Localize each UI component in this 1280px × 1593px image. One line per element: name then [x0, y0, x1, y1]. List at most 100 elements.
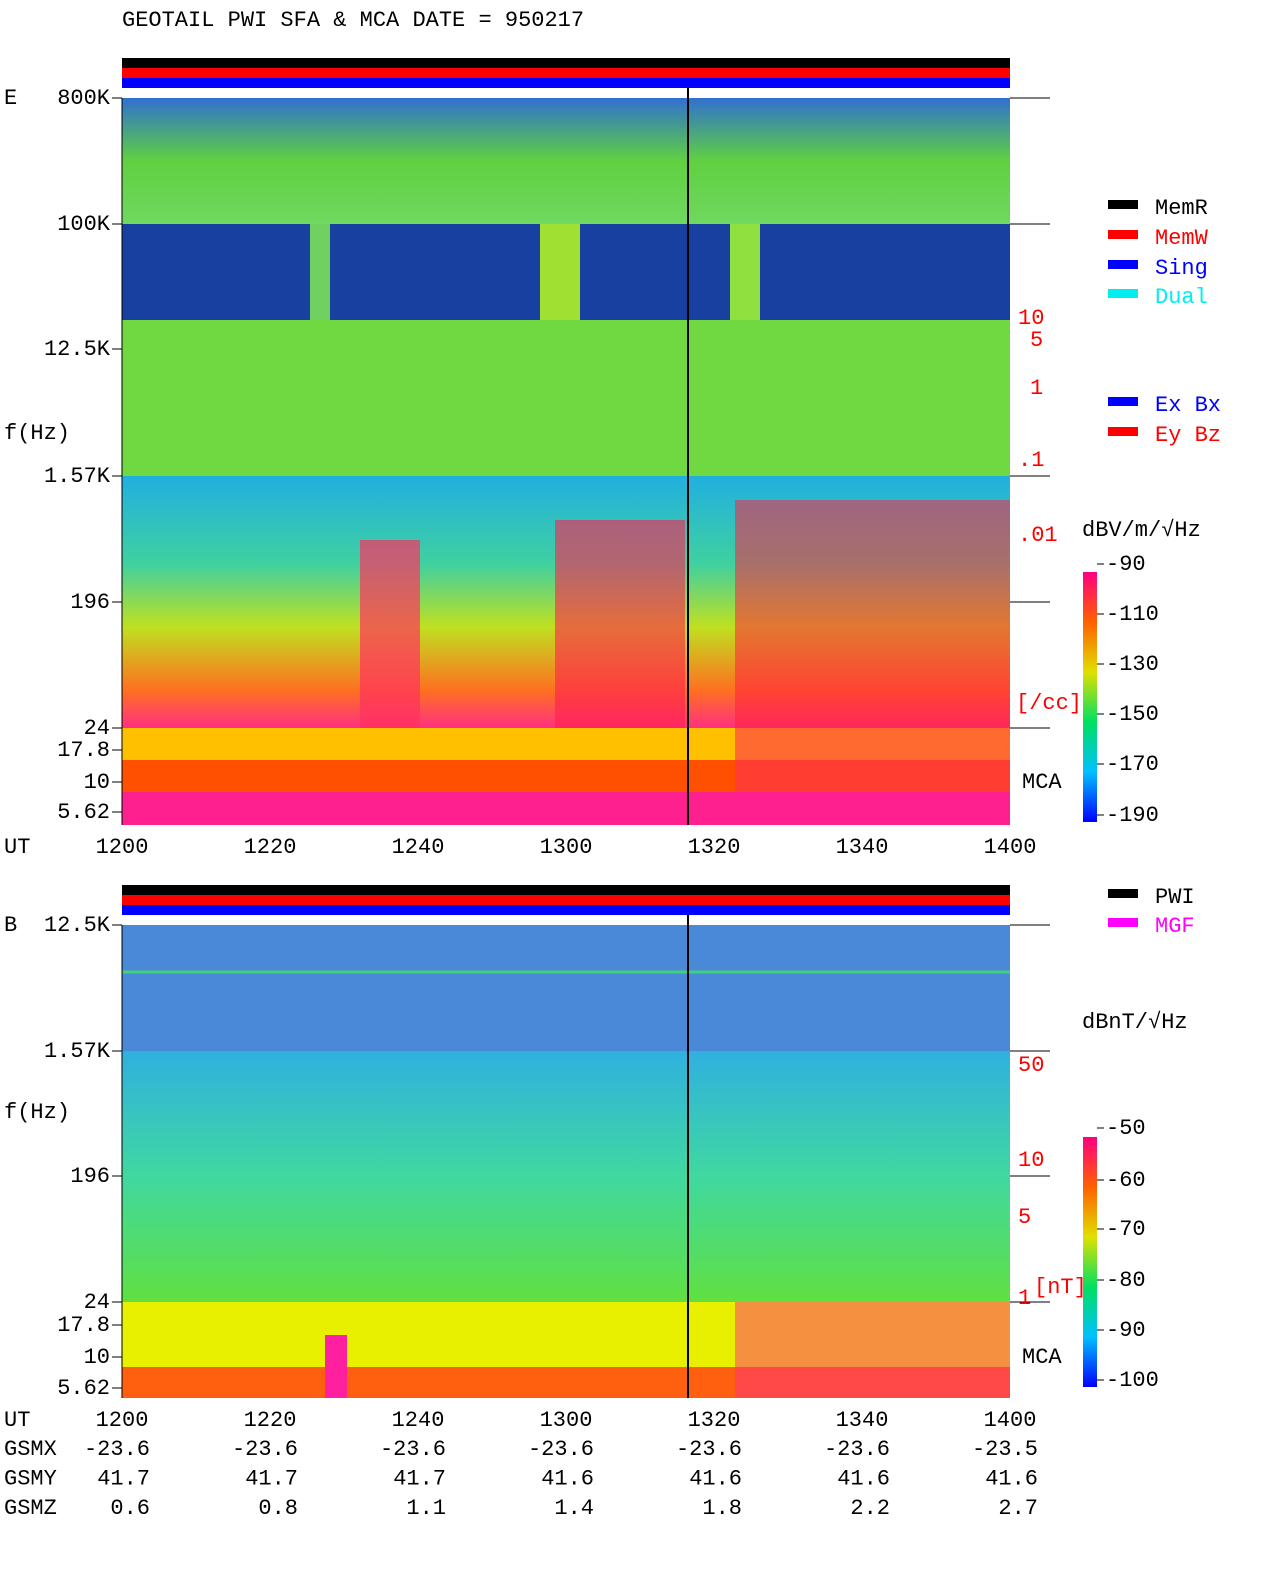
- colorbar-tick-label: -50: [1106, 1116, 1146, 1141]
- colorbar-b: [1083, 1137, 1097, 1387]
- status-bars-e: [122, 58, 1010, 88]
- density-scale-label: 10: [1018, 1148, 1044, 1173]
- legend-label: MGF: [1155, 914, 1195, 939]
- legend-swatch: [1108, 427, 1138, 436]
- x-tick-label: 1340: [836, 1408, 889, 1433]
- panel-label: B: [4, 913, 17, 938]
- orbit-row-name: GSMX: [4, 1437, 57, 1462]
- y-tick-label: 5.62: [57, 1376, 110, 1401]
- orbit-value: 2.7: [998, 1496, 1038, 1521]
- colorbar-e: [1083, 572, 1097, 822]
- x-tick-label: 1320: [688, 1408, 741, 1433]
- legend-swatch: [1108, 397, 1138, 406]
- y-tick-label: 17.8: [57, 1313, 110, 1338]
- x-tick-label: 1300: [540, 1408, 593, 1433]
- density-scale-label: .01: [1018, 523, 1058, 548]
- colorbar-tick-label: -190: [1106, 803, 1159, 828]
- y-tick-label: 10: [84, 770, 110, 795]
- x-tick-label: 1240: [392, 835, 445, 860]
- legend-label: Sing: [1155, 256, 1208, 281]
- legend-label: Ex Bx: [1155, 393, 1221, 418]
- colorbar-tick-label: -80: [1106, 1268, 1146, 1293]
- legend-label: MemW: [1155, 226, 1209, 251]
- orbit-value: -23.6: [84, 1437, 150, 1462]
- y-tick-label: 100K: [57, 212, 111, 237]
- density-scale-label: [/cc]: [1016, 691, 1082, 716]
- legend-swatch: [1108, 260, 1138, 269]
- legend-label: PWI: [1155, 885, 1195, 910]
- x-tick-label: 1220: [244, 1408, 297, 1433]
- colorbar-tick-label: -70: [1106, 1217, 1146, 1242]
- x-tick-label: 1220: [244, 835, 297, 860]
- legend-swatch: [1108, 918, 1138, 927]
- title: GEOTAIL PWI SFA & MCA DATE = 950217: [122, 8, 584, 33]
- legend-swatch: [1108, 289, 1138, 298]
- x-axis-label: UT: [4, 835, 30, 860]
- colorbar-tick-label: -130: [1106, 652, 1159, 677]
- x-tick-label: 1240: [392, 1408, 445, 1433]
- orbit-value: 41.6: [985, 1466, 1038, 1491]
- orbit-value: 2.2: [850, 1496, 890, 1521]
- colorbar-tick-label: -60: [1106, 1168, 1146, 1193]
- orbit-row-name: GSMZ: [4, 1496, 57, 1521]
- density-scale-label: 10: [1018, 306, 1044, 331]
- colorbar-tick-label: -110: [1106, 602, 1159, 627]
- legend-swatch: [1108, 889, 1138, 898]
- density-scale-label: 50: [1018, 1053, 1044, 1078]
- orbit-value: -23.6: [528, 1437, 594, 1462]
- mca-label: MCA: [1022, 1345, 1062, 1370]
- orbit-row-name: GSMY: [4, 1466, 57, 1491]
- mca-label: MCA: [1022, 770, 1062, 795]
- orbit-value: 41.6: [689, 1466, 742, 1491]
- legend-swatch: [1108, 230, 1138, 239]
- orbit-value: -23.6: [824, 1437, 890, 1462]
- x-tick-label: 1400: [984, 1408, 1037, 1433]
- orbit-value: 41.7: [393, 1466, 446, 1491]
- x-tick-label: 1320: [688, 835, 741, 860]
- orbit-value: 41.6: [541, 1466, 594, 1491]
- density-scale-label: .1: [1018, 448, 1044, 473]
- density-scale-label: 5: [1018, 1205, 1031, 1230]
- orbit-value: 1.1: [406, 1496, 446, 1521]
- x-tick-label: 1340: [836, 835, 889, 860]
- orbit-value: -23.5: [972, 1437, 1038, 1462]
- y-tick-label: 800K: [57, 86, 111, 111]
- legend-label: MemR: [1155, 196, 1208, 221]
- legend-label: Ey Bz: [1155, 423, 1221, 448]
- colorbar-tick-label: -90: [1106, 1318, 1146, 1343]
- y-tick-label: 24: [84, 1290, 110, 1315]
- y-tick-label: 196: [70, 1164, 110, 1189]
- colorbar-unit: dBV/m/√Hz: [1082, 518, 1201, 543]
- orbit-value: 1.4: [554, 1496, 594, 1521]
- y-tick-label: 1.57K: [44, 464, 111, 489]
- colorbar-tick-label: -170: [1106, 752, 1159, 777]
- colorbar-tick-label: -100: [1106, 1368, 1159, 1393]
- spectrogram-e: [122, 58, 1010, 825]
- orbit-value: 0.6: [110, 1496, 150, 1521]
- y-tick-label: 10: [84, 1345, 110, 1370]
- y-tick-label: 1.57K: [44, 1039, 111, 1064]
- legend-swatch: [1108, 200, 1138, 209]
- colorbar-tick-label: -90: [1106, 552, 1146, 577]
- x-tick-label: 1200: [96, 835, 149, 860]
- orbit-value: 41.7: [245, 1466, 298, 1491]
- panel-label: E: [4, 86, 17, 111]
- y-tick-label: 196: [70, 590, 110, 615]
- density-scale-label: 1: [1030, 376, 1043, 401]
- orbit-value: 0.8: [258, 1496, 298, 1521]
- orbit-value: -23.6: [380, 1437, 446, 1462]
- legend-label: Dual: [1155, 285, 1208, 310]
- colorbar-unit: dBnT/√Hz: [1082, 1010, 1188, 1035]
- x-tick-label: 1400: [984, 835, 1037, 860]
- x-axis-label: UT: [4, 1408, 30, 1433]
- density-scale-label: 1: [1018, 1286, 1031, 1311]
- y-tick-label: 12.5K: [44, 913, 111, 938]
- y-axis-label: f(Hz): [4, 1100, 70, 1125]
- density-scale-label: 5: [1030, 328, 1043, 353]
- y-tick-label: 17.8: [57, 738, 110, 763]
- x-tick-label: 1200: [96, 1408, 149, 1433]
- orbit-value: 41.7: [97, 1466, 150, 1491]
- spectrogram-b: [122, 885, 1010, 1398]
- y-tick-label: 12.5K: [44, 337, 111, 362]
